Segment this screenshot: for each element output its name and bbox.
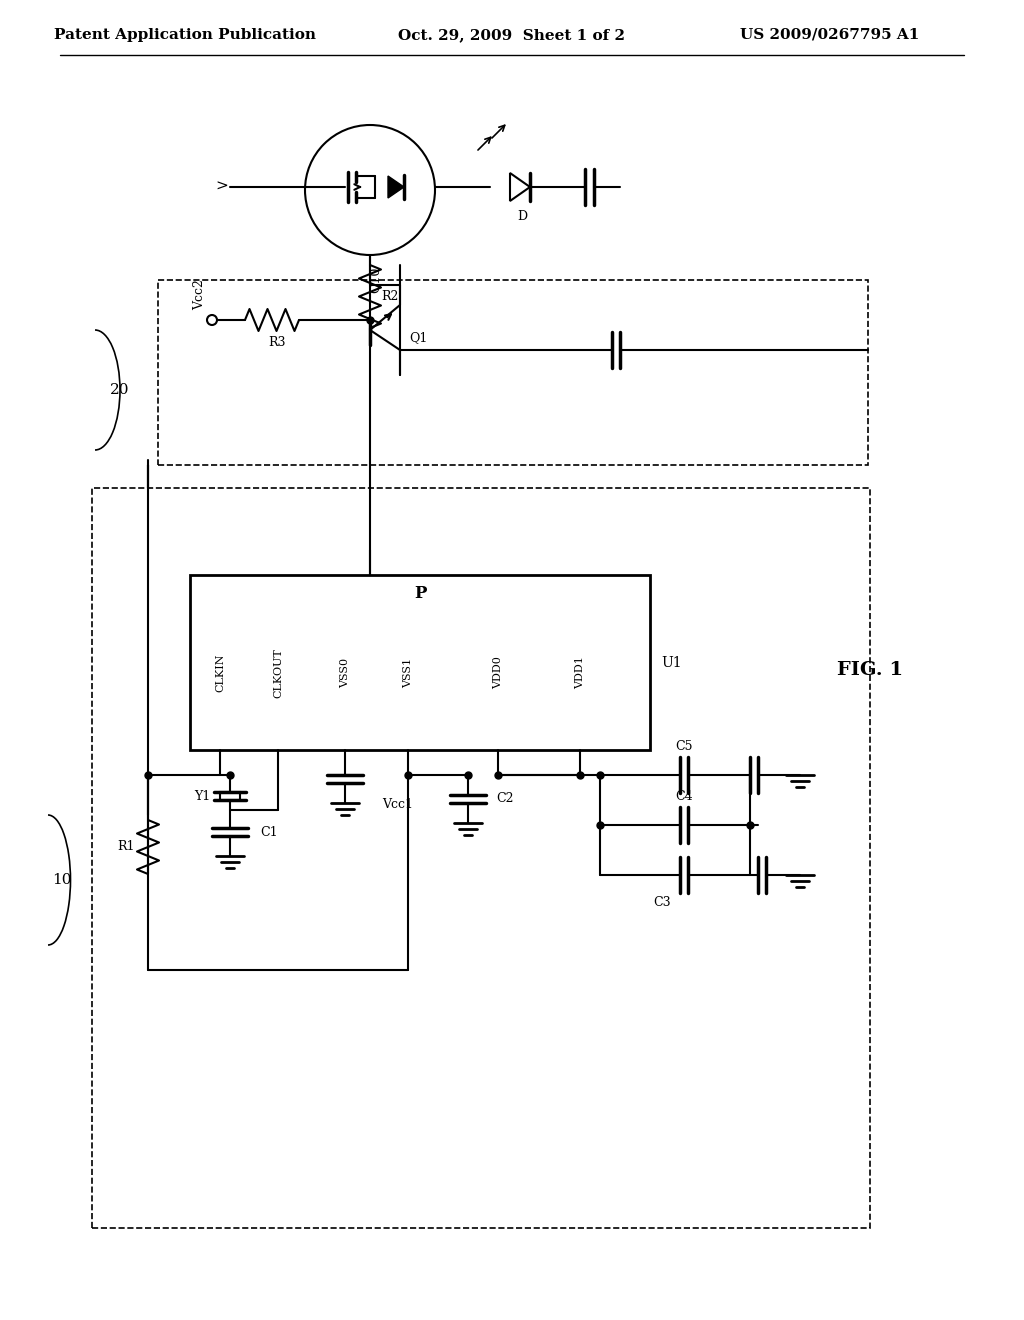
Text: Vcc1: Vcc1 (383, 799, 414, 812)
Text: VDD1: VDD1 (575, 656, 585, 689)
Text: >: > (216, 180, 228, 194)
Text: C4: C4 (675, 791, 693, 804)
Bar (158, 280, 868, 465)
Text: US 2009/0267795 A1: US 2009/0267795 A1 (740, 28, 920, 42)
Text: CLKIN: CLKIN (215, 653, 225, 692)
Polygon shape (388, 176, 404, 198)
Text: C1: C1 (260, 825, 278, 838)
Text: 10: 10 (52, 873, 72, 887)
Text: Q1: Q1 (409, 331, 427, 345)
Bar (92, 488, 870, 1228)
Text: CLKOUT: CLKOUT (273, 648, 283, 698)
Text: Patent Application Publication: Patent Application Publication (54, 28, 316, 42)
Text: Y1: Y1 (194, 789, 210, 803)
Text: R2: R2 (381, 290, 398, 304)
Text: Vcc2: Vcc2 (194, 280, 207, 310)
Bar (190, 576, 650, 750)
Text: R3: R3 (268, 335, 286, 348)
Text: P: P (414, 585, 426, 602)
Text: Oct. 29, 2009  Sheet 1 of 2: Oct. 29, 2009 Sheet 1 of 2 (398, 28, 626, 42)
Text: VSS0: VSS0 (340, 657, 350, 688)
Text: FIG. 1: FIG. 1 (837, 661, 903, 678)
Text: R1: R1 (118, 841, 135, 854)
Text: C3: C3 (653, 896, 671, 909)
Text: C5: C5 (675, 741, 693, 754)
Text: D: D (517, 210, 527, 223)
Text: C2: C2 (496, 792, 513, 805)
Bar (220, 792, 240, 800)
Text: Q10: Q10 (369, 267, 382, 293)
Text: VSS1: VSS1 (403, 657, 413, 688)
Text: VDD0: VDD0 (493, 656, 503, 689)
Text: 20: 20 (111, 383, 130, 397)
Text: U1: U1 (662, 656, 682, 671)
